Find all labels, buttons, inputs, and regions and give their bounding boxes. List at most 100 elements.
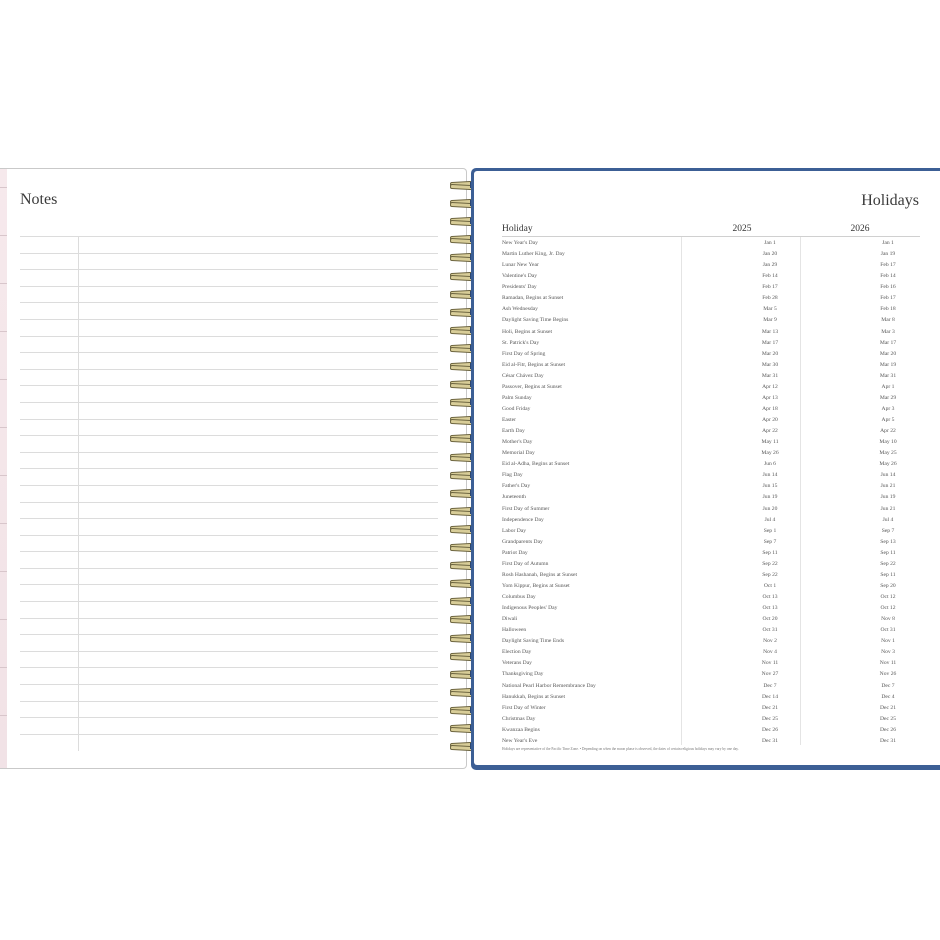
ruled-line — [20, 484, 438, 502]
table-row: Good Friday Apr 18 Apr 3 — [502, 404, 920, 415]
holiday-name: Presidents' Day — [502, 284, 537, 291]
date-2026: Nov 11 — [879, 660, 897, 667]
holiday-name: Daylight Saving Time Begins — [502, 317, 569, 324]
holiday-name: Lunar New Year — [502, 262, 539, 269]
table-row: Rosh Hashanah, Begins at Sunset Sep 22 Sep… — [502, 570, 920, 581]
ruled-line — [20, 551, 438, 568]
holidays-page: Holidays Holiday 2025 2026 New Year's Da… — [474, 171, 940, 765]
date-2026: Sep 7 — [881, 527, 895, 534]
date-2025: Mar 31 — [761, 372, 779, 379]
table-row: Yom Kippur, Begins at Sunset Oct 1 Sep 20 — [502, 581, 920, 592]
table-row: Daylight Saving Time Ends Nov 2 Nov 1 — [502, 636, 920, 647]
table-row: Ramadan, Begins at Sunset Feb 28 Feb 17 — [502, 293, 920, 304]
holiday-name: First Day of Summer — [502, 505, 550, 512]
date-2026: Nov 26 — [879, 671, 897, 678]
table-row: Valentine's Day Feb 14 Feb 14 — [502, 271, 920, 282]
ruled-line — [20, 667, 438, 684]
table-row: Eid al-Adha, Begins at Sunset Jun 6 May 26 — [502, 459, 920, 470]
holiday-name: Hanukkah, Begins at Sunset — [502, 693, 566, 700]
date-2026: May 25 — [879, 450, 897, 457]
table-row: Father's Day Jun 15 Jun 21 — [502, 481, 920, 492]
date-2025: Nov 27 — [761, 671, 779, 678]
table-row: Lunar New Year Jan 29 Feb 17 — [502, 260, 920, 271]
ruled-line — [20, 302, 438, 319]
date-2026: Oct 12 — [880, 605, 896, 612]
table-row: Daylight Saving Time Begins Mar 9 Mar 8 — [502, 315, 920, 326]
header-holiday: Holiday — [502, 224, 533, 234]
date-2026: Mar 8 — [881, 317, 895, 324]
ruled-line — [20, 236, 438, 253]
holiday-name: Mother's Day — [502, 439, 533, 446]
holiday-name: Juneteenth — [502, 494, 526, 501]
notes-margin-line — [78, 236, 79, 751]
date-2025: Jun 19 — [762, 494, 778, 501]
holiday-name: Ash Wednesday — [502, 306, 538, 313]
tab-divider — [0, 331, 7, 332]
date-2025: Apr 20 — [762, 417, 778, 423]
date-2025: Dec 25 — [762, 715, 778, 722]
tab-divider — [0, 427, 7, 428]
date-2026: Jun 19 — [880, 494, 896, 501]
ruled-line — [20, 501, 438, 519]
date-2025: Mar 17 — [761, 339, 779, 346]
ruled-line — [20, 717, 438, 734]
ruled-line — [20, 401, 438, 419]
date-2025: Jun 20 — [762, 505, 778, 512]
ruled-line — [20, 684, 438, 701]
date-2026: Feb 17 — [880, 295, 896, 302]
tab-divider — [0, 187, 7, 188]
table-row: Martin Luther King, Jr. Day Jan 20 Jan 19 — [502, 249, 920, 260]
date-2025: Jun 15 — [762, 483, 778, 490]
date-2025: May 11 — [761, 439, 779, 446]
holiday-name: First Day of Winter — [502, 704, 546, 711]
date-2026: Sep 20 — [880, 582, 896, 589]
date-2025: Mar 13 — [761, 328, 779, 335]
table-row: Earth Day Apr 22 Apr 22 — [502, 426, 920, 437]
ruled-line — [20, 335, 438, 353]
date-2026: Mar 29 — [879, 394, 897, 401]
date-2026: Mar 31 — [879, 372, 897, 379]
notes-ruled-lines[interactable] — [20, 236, 438, 750]
holiday-name: Halloween — [502, 627, 527, 634]
ruled-line — [20, 534, 438, 552]
tab-divider — [0, 379, 7, 380]
date-2026: Jan 1 — [882, 240, 894, 246]
ruled-line — [20, 451, 438, 469]
date-2026: Jan 19 — [880, 251, 896, 258]
ruled-line — [20, 269, 438, 286]
date-2025: Jan 1 — [764, 240, 776, 246]
holiday-name: Holi, Begins at Sunset — [502, 328, 553, 335]
table-row: Patriot Day Sep 11 Sep 11 — [502, 548, 920, 559]
holiday-name: Indigenous Peoples' Day — [502, 605, 558, 612]
header-divider — [502, 236, 920, 237]
holiday-name: Memorial Day — [502, 450, 535, 457]
date-2025: Jan 20 — [762, 251, 778, 258]
table-row: First Day of Autumn Sep 22 Sep 22 — [502, 559, 920, 570]
table-row: Juneteenth Jun 19 Jun 19 — [502, 492, 920, 503]
date-2025: Oct 1 — [763, 582, 777, 589]
date-2025: Jun 14 — [762, 472, 778, 479]
ruled-line — [20, 584, 438, 601]
holiday-name: Rosh Hashanah, Begins at Sunset — [502, 571, 578, 578]
table-row: Thanksgiving Day Nov 27 Nov 26 — [502, 669, 920, 680]
table-row: Indigenous Peoples' Day Oct 13 Oct 12 — [502, 603, 920, 614]
date-2025: Jun 6 — [764, 461, 776, 468]
holiday-name: Valentine's Day — [502, 273, 538, 280]
date-2025: Oct 20 — [762, 616, 778, 623]
table-row: New Year's Day Jan 1 Jan 1 — [502, 238, 920, 249]
holiday-name: New Year's Day — [502, 240, 538, 246]
holiday-name: Ramadan, Begins at Sunset — [502, 295, 564, 302]
holiday-name: First Day of Spring — [502, 350, 546, 357]
holiday-name: Christmas Day — [502, 715, 536, 722]
ruled-line — [20, 700, 438, 718]
pink-page-tabs[interactable] — [0, 169, 7, 768]
ruled-line — [20, 468, 438, 485]
date-2026: Jun 14 — [880, 472, 896, 479]
date-2026: Apr 3 — [881, 405, 895, 412]
holiday-name: Grandparents Day — [502, 538, 543, 545]
date-2025: Feb 14 — [762, 273, 778, 280]
holiday-name: Passover, Begins at Sunset — [502, 383, 562, 390]
holiday-name: César Chávez Day — [502, 372, 544, 379]
header-2026: 2026 — [850, 224, 870, 234]
date-2025: Oct 13 — [762, 594, 778, 600]
